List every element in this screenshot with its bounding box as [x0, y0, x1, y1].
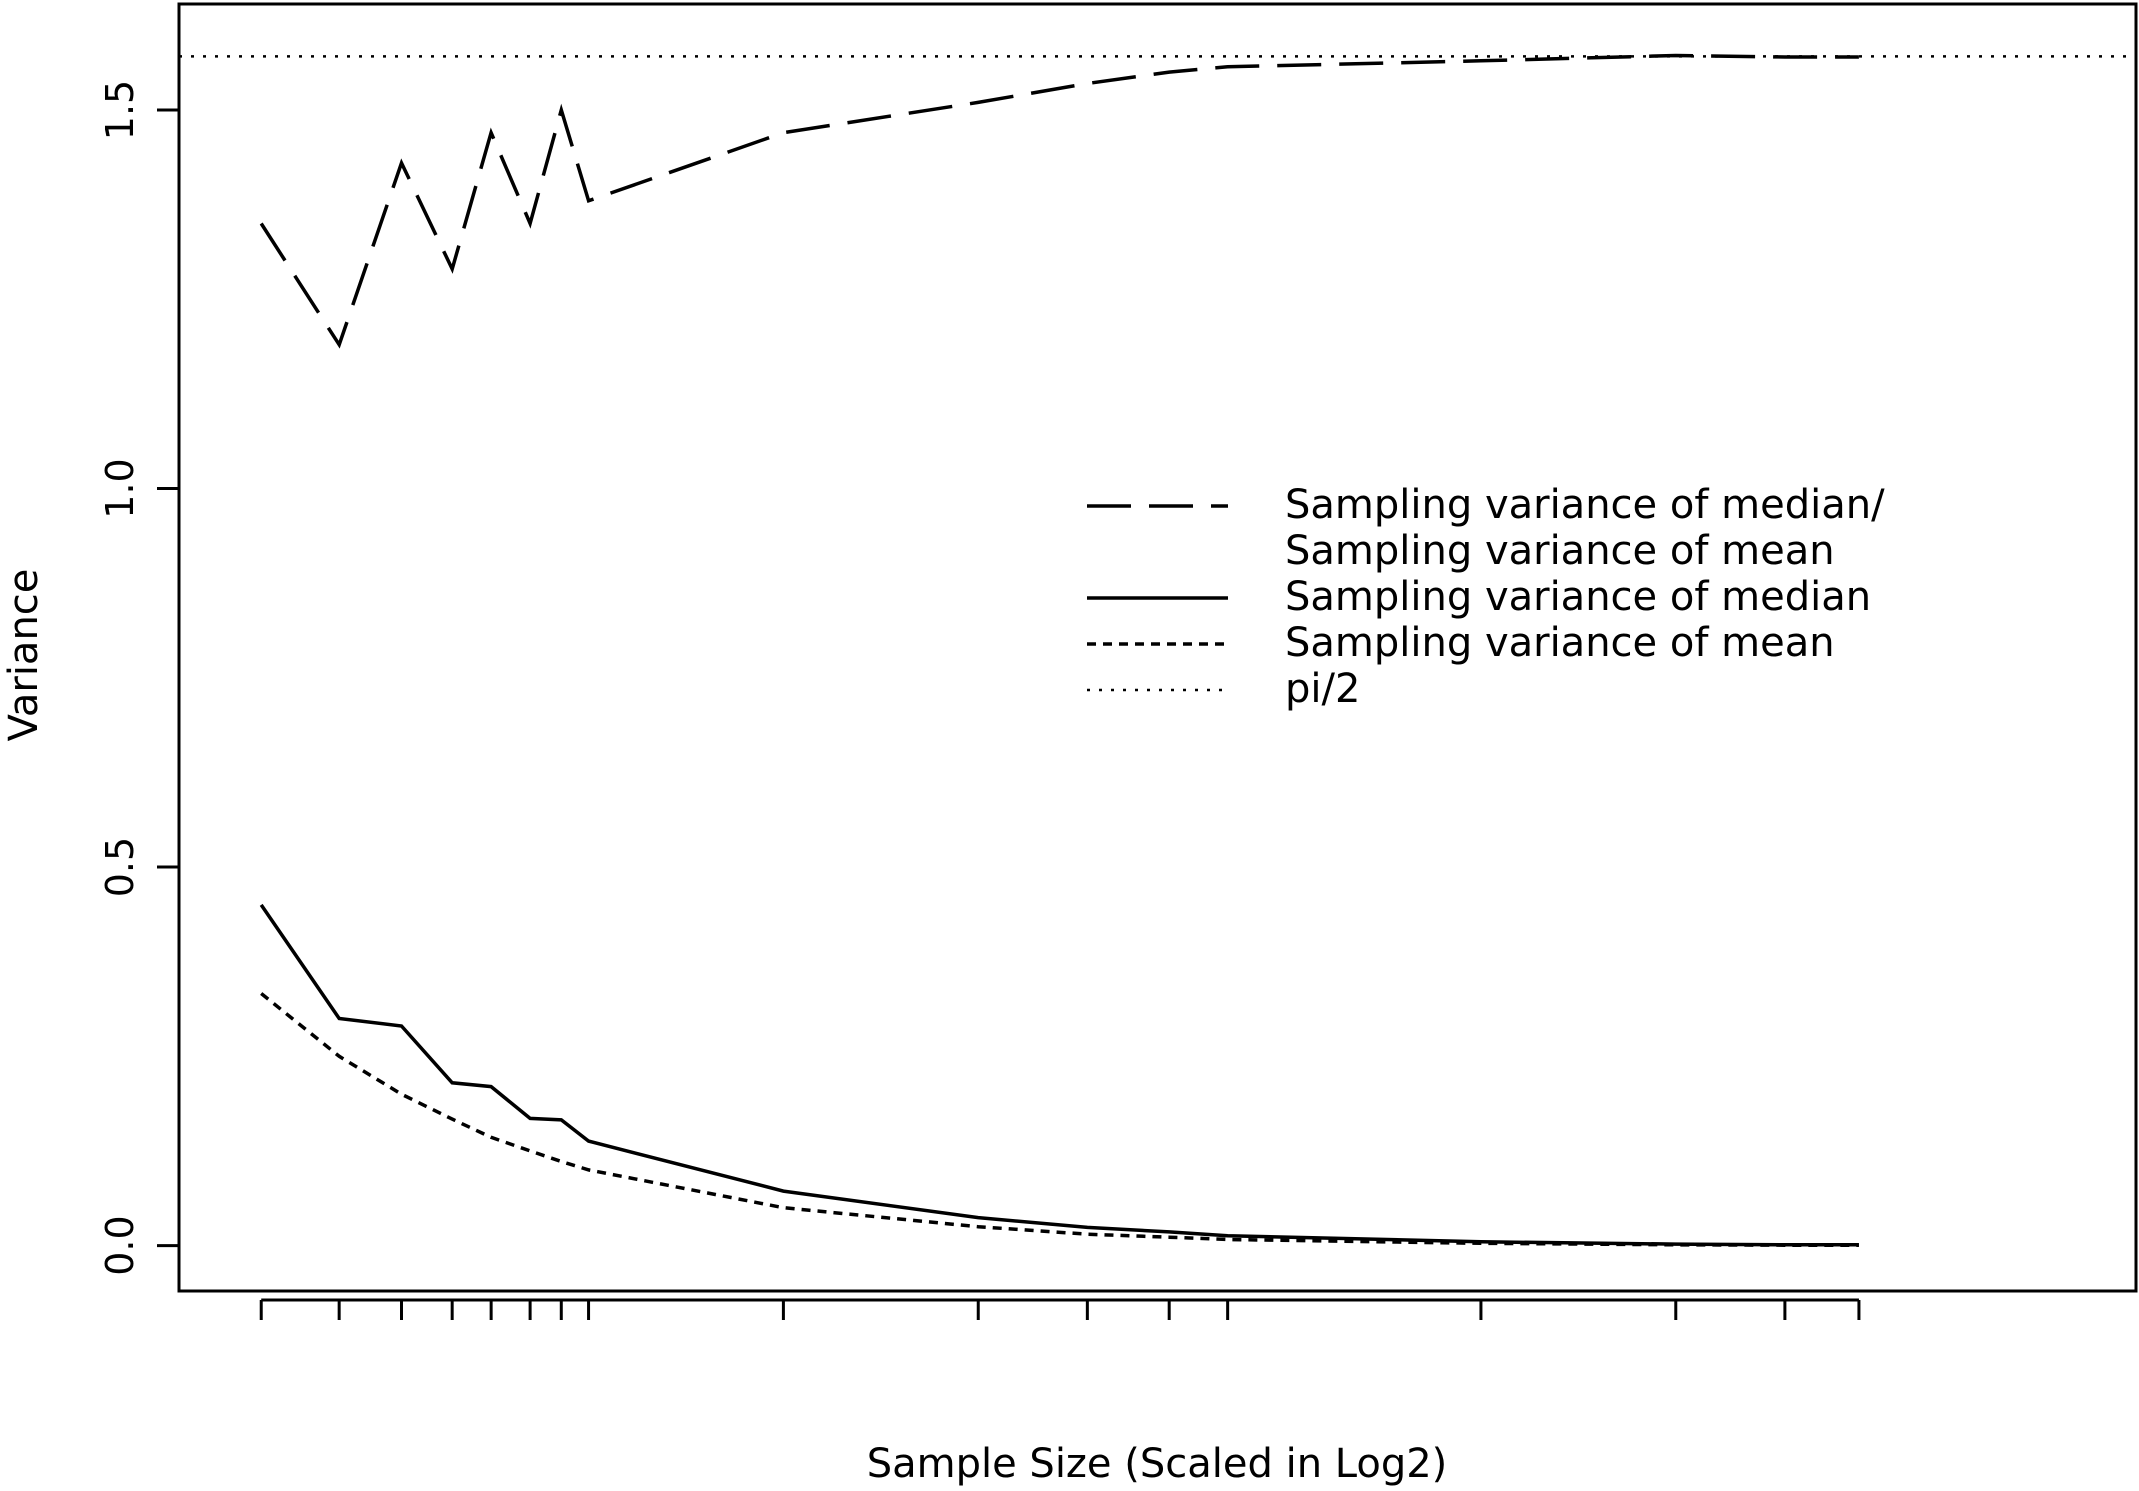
x-axis — [259, 1298, 1861, 1320]
legend-label: Sampling variance of median/ — [1285, 482, 1885, 528]
legend-label: Sampling variance of mean — [1285, 620, 1835, 666]
legend-label: Sampling variance of median — [1285, 574, 1871, 620]
plot-frame — [177, 2, 2138, 1293]
series-layer — [179, 53, 2136, 1248]
legend-label: Sampling variance of mean — [1285, 528, 1835, 574]
x-axis-label: Sample Size (Scaled in Log2) — [867, 1441, 1448, 1487]
y-axis: 0.0 0.5 1.0 1.5 — [98, 80, 179, 1276]
series-line-1 — [259, 53, 1859, 349]
y-axis-label: Variance — [1, 569, 47, 742]
y-tick-label: 1.0 — [98, 458, 142, 518]
y-tick-label: 0.5 — [98, 837, 142, 897]
y-tick-label: 0.0 — [98, 1215, 142, 1275]
legend-label: pi/2 — [1285, 666, 1360, 712]
series-line-2 — [259, 903, 1859, 1247]
legend: Sampling variance of median/Sampling var… — [1087, 482, 1885, 712]
series-line-3 — [260, 992, 1859, 1248]
y-tick-label: 1.5 — [98, 80, 142, 140]
